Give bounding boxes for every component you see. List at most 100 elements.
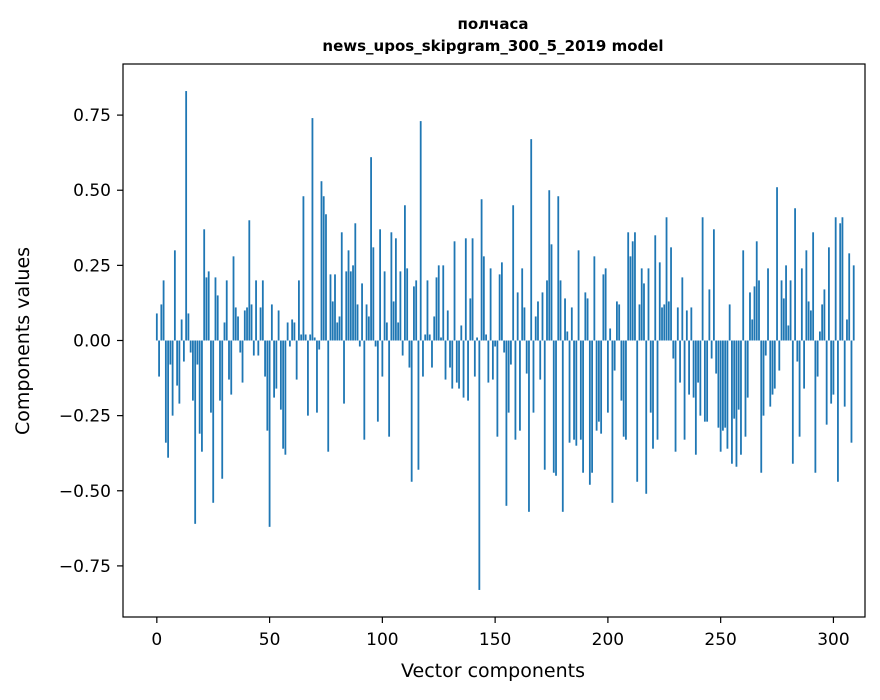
- bar: [740, 340, 742, 455]
- x-tick-label: 50: [259, 630, 281, 650]
- bar: [255, 280, 257, 341]
- bar: [735, 340, 738, 467]
- bar: [390, 232, 393, 341]
- bar: [469, 298, 472, 341]
- bar: [785, 265, 787, 341]
- y-tick-label: 0.25: [73, 256, 111, 276]
- bar: [433, 316, 436, 341]
- bar: [435, 277, 438, 341]
- bar: [546, 280, 548, 341]
- bar: [622, 340, 625, 437]
- bar: [307, 340, 309, 416]
- bar: [789, 280, 792, 341]
- bar: [225, 280, 228, 341]
- bar: [530, 139, 533, 341]
- bar: [437, 265, 440, 341]
- bar: [485, 334, 487, 341]
- bar: [618, 304, 621, 341]
- bar: [728, 304, 731, 341]
- bar: [676, 307, 679, 341]
- bar: [570, 307, 573, 341]
- bar: [365, 304, 368, 341]
- bar: [816, 340, 819, 377]
- bar: [568, 340, 571, 443]
- bar: [410, 340, 413, 482]
- bar: [600, 340, 603, 434]
- bar: [298, 280, 300, 341]
- bar: [548, 190, 551, 341]
- bar: [566, 331, 569, 341]
- bar: [557, 196, 560, 341]
- bar: [602, 274, 605, 341]
- bar: [311, 118, 314, 341]
- bar: [780, 280, 783, 341]
- bar: [406, 268, 409, 341]
- bar: [658, 262, 661, 341]
- bar: [352, 265, 354, 341]
- bar: [482, 256, 485, 341]
- bar: [286, 322, 289, 341]
- bar: [239, 340, 242, 353]
- bar: [773, 340, 776, 389]
- bar: [839, 223, 842, 341]
- bar: [661, 307, 663, 341]
- bar: [401, 340, 404, 356]
- bar: [758, 280, 760, 341]
- bar: [318, 340, 321, 350]
- bar: [440, 337, 442, 341]
- bar: [367, 316, 370, 341]
- bar: [173, 250, 176, 341]
- bar: [322, 196, 325, 341]
- bar: [699, 340, 702, 416]
- bar: [688, 340, 690, 395]
- bar: [663, 304, 666, 341]
- bar: [850, 340, 853, 443]
- bar: [796, 340, 799, 362]
- bar: [388, 340, 391, 437]
- bar: [823, 289, 826, 341]
- bar: [604, 268, 607, 341]
- y-tick-label: 0.00: [73, 332, 111, 352]
- bar: [771, 340, 774, 395]
- bar: [458, 340, 460, 389]
- bar: [787, 325, 790, 341]
- bar: [670, 247, 672, 341]
- bar: [212, 340, 215, 503]
- bar: [431, 340, 433, 368]
- bar: [559, 280, 562, 341]
- bar: [805, 250, 808, 341]
- bar: [737, 340, 740, 410]
- y-tick-label: 0.75: [73, 106, 111, 126]
- bar: [205, 277, 208, 341]
- bar: [370, 157, 372, 341]
- bar: [724, 340, 727, 428]
- bar: [270, 304, 273, 341]
- bar: [451, 340, 454, 389]
- bar: [539, 340, 542, 380]
- bar: [616, 301, 618, 341]
- bar: [516, 292, 519, 341]
- bar: [791, 340, 794, 464]
- bar: [593, 256, 596, 341]
- bar: [316, 340, 318, 413]
- bar: [701, 217, 704, 341]
- bar: [241, 340, 244, 383]
- bar: [649, 340, 652, 413]
- bar: [584, 292, 587, 341]
- bar: [638, 304, 641, 341]
- bar: [178, 340, 181, 404]
- bar: [694, 340, 697, 455]
- bar: [681, 277, 684, 341]
- bar: [550, 244, 553, 341]
- bar: [762, 340, 765, 416]
- bar: [182, 340, 185, 362]
- bar: [841, 217, 844, 341]
- bar: [201, 340, 203, 452]
- bar: [248, 220, 251, 341]
- bar: [207, 271, 210, 341]
- bar: [381, 340, 384, 377]
- bar: [347, 250, 350, 341]
- bar: [442, 265, 445, 341]
